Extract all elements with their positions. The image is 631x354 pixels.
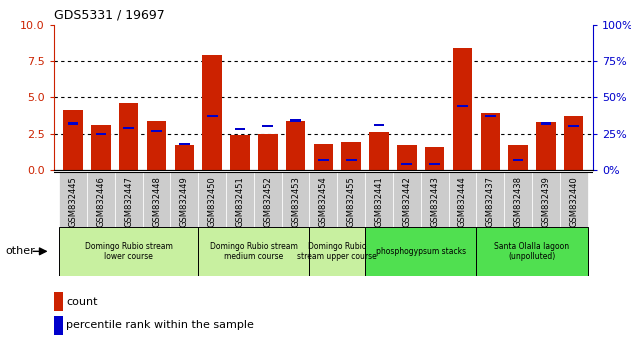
Text: GSM832450: GSM832450 bbox=[208, 176, 216, 227]
Bar bbox=[365, 172, 393, 227]
Bar bbox=[235, 128, 245, 130]
Bar bbox=[536, 122, 556, 170]
Bar bbox=[429, 163, 440, 165]
Text: phosphogypsum stacks: phosphogypsum stacks bbox=[375, 247, 466, 256]
Bar bbox=[198, 227, 309, 276]
Bar bbox=[230, 135, 250, 170]
Text: GSM832447: GSM832447 bbox=[124, 176, 133, 227]
Bar bbox=[481, 113, 500, 170]
Bar bbox=[59, 172, 87, 227]
Text: GSM832443: GSM832443 bbox=[430, 176, 439, 227]
Bar bbox=[369, 132, 389, 170]
Text: other: other bbox=[5, 246, 35, 256]
Bar bbox=[175, 145, 194, 170]
Bar bbox=[449, 172, 476, 227]
Bar bbox=[286, 121, 305, 170]
Bar bbox=[119, 103, 138, 170]
Bar bbox=[115, 172, 143, 227]
Text: GSM832453: GSM832453 bbox=[291, 176, 300, 227]
Bar bbox=[338, 172, 365, 227]
Text: GSM832448: GSM832448 bbox=[152, 176, 161, 227]
Bar bbox=[318, 159, 329, 161]
Text: GSM832445: GSM832445 bbox=[69, 176, 78, 227]
Bar bbox=[198, 172, 226, 227]
Bar bbox=[541, 122, 551, 125]
Bar bbox=[513, 159, 523, 161]
Bar bbox=[124, 127, 134, 129]
Bar bbox=[532, 172, 560, 227]
Bar bbox=[397, 145, 416, 170]
Text: GSM832449: GSM832449 bbox=[180, 176, 189, 227]
Text: GSM832454: GSM832454 bbox=[319, 176, 328, 227]
Bar bbox=[254, 172, 281, 227]
Bar bbox=[421, 172, 449, 227]
Text: GSM832439: GSM832439 bbox=[541, 176, 550, 227]
Text: Santa Olalla lagoon
(unpolluted): Santa Olalla lagoon (unpolluted) bbox=[495, 242, 570, 261]
Bar bbox=[346, 159, 357, 161]
Bar bbox=[91, 125, 110, 170]
Bar bbox=[425, 147, 444, 170]
Bar bbox=[226, 172, 254, 227]
Bar bbox=[68, 122, 78, 125]
Text: GSM832452: GSM832452 bbox=[263, 176, 272, 227]
Bar bbox=[401, 163, 412, 165]
Bar bbox=[504, 172, 532, 227]
Bar bbox=[170, 172, 198, 227]
Bar bbox=[393, 172, 421, 227]
Bar bbox=[309, 172, 338, 227]
Bar bbox=[290, 120, 301, 122]
Bar bbox=[281, 172, 309, 227]
Bar bbox=[452, 48, 472, 170]
Bar bbox=[151, 130, 162, 132]
Text: GSM832442: GSM832442 bbox=[403, 176, 411, 227]
Bar bbox=[54, 316, 63, 335]
Bar bbox=[485, 115, 495, 117]
Bar bbox=[509, 145, 528, 170]
Bar bbox=[457, 105, 468, 107]
Bar bbox=[341, 142, 361, 170]
Text: GSM832438: GSM832438 bbox=[514, 176, 522, 227]
Bar bbox=[564, 116, 584, 170]
Text: Domingo Rubio
stream upper course: Domingo Rubio stream upper course bbox=[297, 242, 377, 261]
Bar bbox=[95, 132, 106, 135]
Bar bbox=[476, 227, 587, 276]
Text: GSM832444: GSM832444 bbox=[458, 176, 467, 227]
Bar bbox=[143, 172, 170, 227]
Text: GSM832446: GSM832446 bbox=[97, 176, 105, 227]
Text: GDS5331 / 19697: GDS5331 / 19697 bbox=[54, 9, 165, 22]
Text: Domingo Rubio stream
medium course: Domingo Rubio stream medium course bbox=[210, 242, 298, 261]
Text: GSM832455: GSM832455 bbox=[346, 176, 356, 227]
Bar bbox=[258, 133, 278, 170]
Bar bbox=[207, 115, 218, 117]
Bar bbox=[569, 125, 579, 127]
Bar bbox=[59, 227, 198, 276]
Bar bbox=[314, 144, 333, 170]
Text: GSM832451: GSM832451 bbox=[235, 176, 244, 227]
Bar bbox=[365, 227, 476, 276]
Text: percentile rank within the sample: percentile rank within the sample bbox=[66, 320, 254, 330]
Bar bbox=[374, 124, 384, 126]
Text: GSM832440: GSM832440 bbox=[569, 176, 578, 227]
Bar bbox=[63, 110, 83, 170]
Bar bbox=[262, 125, 273, 127]
Bar bbox=[147, 121, 166, 170]
Bar bbox=[560, 172, 587, 227]
Bar bbox=[476, 172, 504, 227]
Bar bbox=[309, 227, 365, 276]
Bar bbox=[54, 292, 63, 311]
Text: GSM832437: GSM832437 bbox=[486, 176, 495, 227]
Bar bbox=[179, 143, 190, 145]
Text: Domingo Rubio stream
lower course: Domingo Rubio stream lower course bbox=[85, 242, 173, 261]
Text: count: count bbox=[66, 297, 98, 307]
Bar bbox=[87, 172, 115, 227]
Bar bbox=[203, 55, 222, 170]
Text: GSM832441: GSM832441 bbox=[375, 176, 384, 227]
